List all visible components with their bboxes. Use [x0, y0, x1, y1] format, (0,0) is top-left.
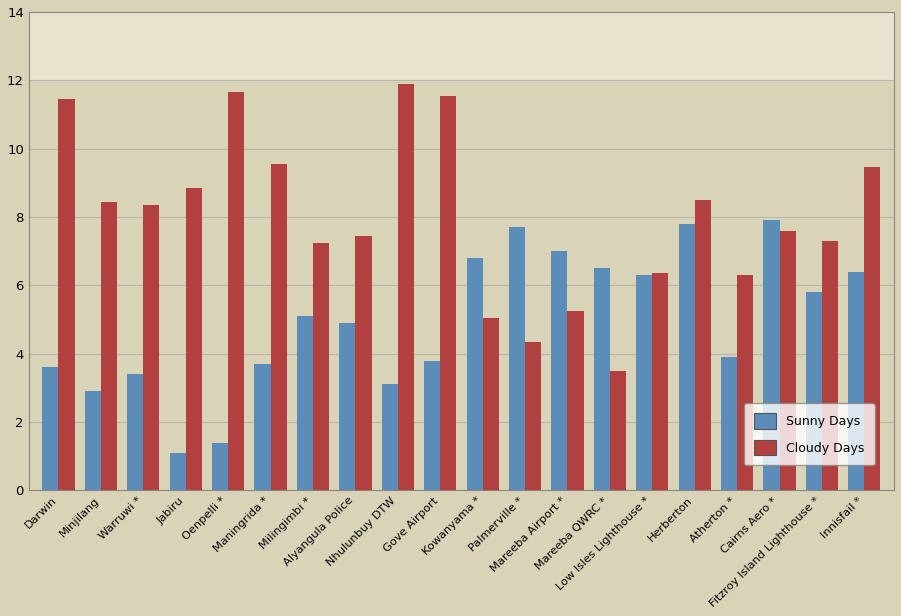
Bar: [695, 200, 711, 490]
Bar: [228, 92, 244, 490]
Bar: [143, 205, 159, 490]
Bar: [254, 364, 270, 490]
Bar: [382, 384, 398, 490]
Bar: [101, 201, 117, 490]
Bar: [169, 453, 186, 490]
Bar: [424, 360, 441, 490]
Bar: [805, 292, 822, 490]
Bar: [42, 367, 59, 490]
Bar: [29, 12, 894, 80]
Bar: [594, 269, 610, 490]
Bar: [186, 188, 202, 490]
Bar: [568, 311, 584, 490]
Bar: [551, 251, 568, 490]
Bar: [127, 375, 143, 490]
Bar: [652, 274, 669, 490]
Bar: [398, 84, 414, 490]
Bar: [636, 275, 652, 490]
Bar: [467, 258, 483, 490]
Legend: Sunny Days, Cloudy Days: Sunny Days, Cloudy Days: [744, 403, 875, 465]
Bar: [296, 316, 313, 490]
Bar: [678, 224, 695, 490]
Bar: [864, 168, 880, 490]
Bar: [483, 318, 499, 490]
Bar: [340, 323, 355, 490]
Bar: [525, 342, 542, 490]
Bar: [85, 391, 101, 490]
Bar: [355, 236, 371, 490]
Bar: [610, 371, 626, 490]
Bar: [59, 99, 75, 490]
Bar: [441, 95, 456, 490]
Bar: [509, 227, 525, 490]
Bar: [212, 442, 228, 490]
Bar: [270, 164, 287, 490]
Bar: [848, 272, 864, 490]
Bar: [313, 243, 329, 490]
Bar: [737, 275, 753, 490]
Bar: [822, 241, 838, 490]
Bar: [721, 357, 737, 490]
Bar: [763, 221, 779, 490]
Bar: [779, 230, 796, 490]
